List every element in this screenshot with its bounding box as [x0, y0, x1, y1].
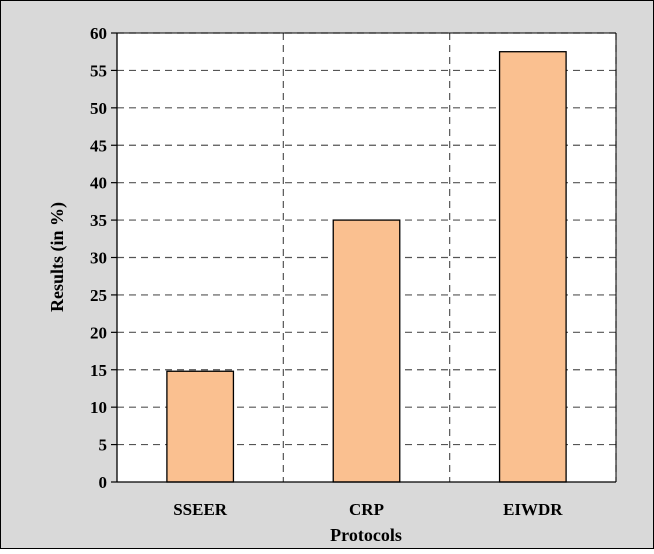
y-tick-label: 30: [90, 249, 107, 268]
y-tick-label: 60: [90, 24, 107, 43]
y-tick-label: 35: [90, 211, 107, 230]
y-tick-label: 25: [90, 286, 107, 305]
y-tick-label: 20: [90, 323, 107, 342]
x-category-labels: SSEER CRP EIWDR: [173, 500, 563, 519]
x-axis-title: Protocols: [330, 525, 402, 545]
bar-eiwdr: [498, 51, 567, 483]
y-tick-label: 0: [99, 473, 108, 492]
y-tick-label: 40: [90, 174, 107, 193]
axes: [111, 32, 617, 483]
x-tick-label: SSEER: [173, 500, 228, 519]
y-tick-label: 15: [90, 361, 107, 380]
y-tick-label: 45: [90, 136, 107, 155]
y-tick-label: 10: [90, 398, 107, 417]
x-tick-label: CRP: [349, 500, 384, 519]
y-tick-labels: 0 5 10 15 20 25 30 35 40 45 50 55 60: [90, 24, 107, 492]
bar-sseer: [166, 370, 235, 483]
x-tick-label: EIWDR: [503, 500, 563, 519]
bars: [166, 51, 567, 483]
bar-crp: [332, 219, 401, 483]
y-tick-label: 55: [90, 61, 107, 80]
y-axis-title: Results (in %): [47, 202, 68, 312]
y-tick-label: 5: [99, 436, 108, 455]
y-tick-label: 50: [90, 99, 107, 118]
